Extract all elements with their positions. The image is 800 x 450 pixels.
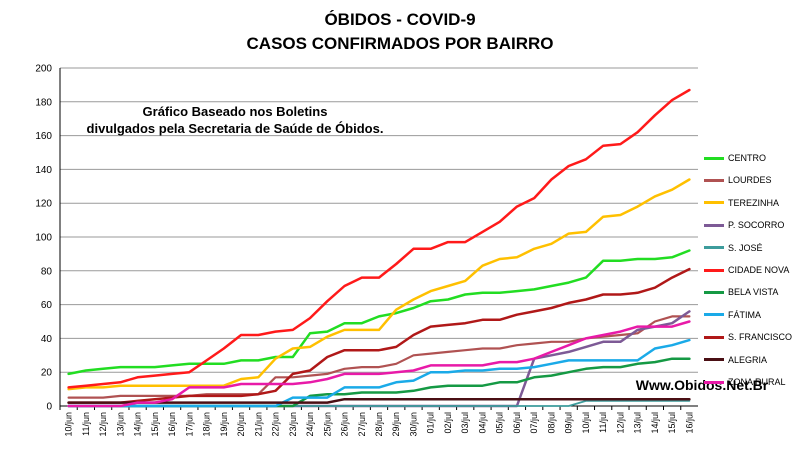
legend-item: FÁTIMA xyxy=(704,309,761,321)
legend-label: P. SOCORRO xyxy=(728,220,785,231)
x-tick-label: 02/jul xyxy=(443,412,453,434)
legend-swatch xyxy=(704,246,724,250)
legend-item: ALEGRIA xyxy=(704,354,767,366)
y-tick-label: 20 xyxy=(41,368,53,379)
series-line-8 xyxy=(67,267,691,404)
x-tick-label: 05/jul xyxy=(495,412,505,434)
series-line-7 xyxy=(67,338,691,408)
x-tick-label: 21/jun xyxy=(253,412,263,437)
legend-swatch xyxy=(704,335,724,339)
y-tick-label: 140 xyxy=(35,165,52,176)
annotation-line-1: Gráfico Baseado nos Boletins xyxy=(142,104,328,119)
x-tick-label: 19/jun xyxy=(219,412,229,437)
x-tick-label: 11/jun xyxy=(81,412,91,436)
x-tick-label: 16/jun xyxy=(167,412,177,437)
x-tick-label: 07/jul xyxy=(529,412,539,434)
x-tick-label: 16/jul xyxy=(684,412,694,434)
x-tick-label: 04/jul xyxy=(477,412,487,434)
legend-item: ZONA RURAL xyxy=(704,376,786,388)
legend-item: S. FRANCISCO xyxy=(704,331,792,343)
legend-label: LOURDES xyxy=(728,175,772,186)
legend-label: CENTRO xyxy=(728,153,766,163)
y-tick-label: 100 xyxy=(35,233,52,244)
x-tick-label: 13/jun xyxy=(115,412,125,437)
y-tick-label: 60 xyxy=(41,300,53,311)
legend-swatch xyxy=(704,313,724,317)
x-tick-label: 09/jul xyxy=(564,412,574,434)
series-line-9 xyxy=(67,397,691,404)
x-tick-label: 26/jun xyxy=(340,412,350,437)
x-tick-label: 23/jun xyxy=(288,412,298,437)
y-tick-labels: 0 20 40 60 80 100 120 140 160 180 200 xyxy=(35,64,52,413)
x-tick-label: 03/jul xyxy=(460,412,470,434)
x-tick-label: 10/jun xyxy=(64,412,74,437)
x-tick-label: 10/jul xyxy=(581,412,591,434)
legend-label: S. JOSÉ xyxy=(728,242,763,253)
x-tick-label: 30/jun xyxy=(408,412,418,437)
legend-swatch xyxy=(704,201,724,205)
x-tick-label: 14/jul xyxy=(650,412,660,434)
x-tick-label: 18/jun xyxy=(202,412,212,437)
series-line-2 xyxy=(67,178,691,391)
legend-item: CIDADE NOVA xyxy=(704,264,789,276)
x-tick-label: 01/jul xyxy=(426,412,436,434)
legend-swatch xyxy=(704,178,724,182)
y-tick-label: 160 xyxy=(35,131,52,142)
series-line-5 xyxy=(67,88,691,389)
legend-item: BELA VISTA xyxy=(704,286,778,298)
legend-label: BELA VISTA xyxy=(728,287,779,298)
legend-label: FÁTIMA xyxy=(728,309,761,320)
x-tick-label: 15/jun xyxy=(150,412,160,437)
x-tick-label: 17/jun xyxy=(184,412,194,437)
x-tick-label: 24/jun xyxy=(305,412,315,437)
x-tick-label: 28/jun xyxy=(374,412,384,437)
x-tick-label: 25/jun xyxy=(322,412,332,437)
x-tick-label: 20/jun xyxy=(236,412,246,437)
y-tick-label: 40 xyxy=(41,334,53,345)
y-tick-label: 200 xyxy=(35,64,52,75)
legend-label: TEREZINHA xyxy=(728,197,780,208)
y-tick-label: 0 xyxy=(46,402,52,413)
x-tick-label: 15/jul xyxy=(667,412,677,434)
x-tick-label: 22/jun xyxy=(271,412,281,437)
legend-item: LOURDES xyxy=(704,174,772,186)
legend-label: ZONA RURAL xyxy=(728,377,786,387)
legend-label: S. FRANCISCO xyxy=(728,332,793,343)
legend-swatch xyxy=(704,290,724,294)
y-tick-label: 80 xyxy=(41,266,53,277)
legend-item: P. SOCORRO xyxy=(704,219,784,231)
legend-label: CIDADE NOVA xyxy=(728,265,790,275)
series-line-10 xyxy=(67,320,691,408)
x-tick-label: 29/jun xyxy=(391,412,401,437)
y-tick-label: 180 xyxy=(35,97,52,108)
x-tick-label: 11/jul xyxy=(598,412,608,433)
legend-label: ALEGRIA xyxy=(728,354,768,365)
x-tick-label: 13/jul xyxy=(633,412,643,434)
legend-swatch xyxy=(704,358,724,362)
legend-swatch xyxy=(704,380,724,384)
annotation-line-2: divulgados pela Secretaria de Saúde de Ó… xyxy=(86,121,384,136)
legend-swatch xyxy=(704,156,724,160)
legend-item: TEREZINHA xyxy=(704,197,779,209)
legend-swatch xyxy=(704,268,724,272)
y-tick-label: 120 xyxy=(35,199,52,210)
gridlines xyxy=(60,67,698,407)
x-tick-label: 08/jul xyxy=(546,412,556,434)
x-tick-label: 12/jul xyxy=(615,412,625,434)
chart-subtitle: CASOS CONFIRMADOS POR BAIRRO xyxy=(246,34,554,53)
x-tick-label: 06/jul xyxy=(512,412,522,434)
x-tick-label: 14/jun xyxy=(133,412,143,437)
legend-swatch xyxy=(704,223,724,227)
series-lines xyxy=(67,88,691,408)
legend-item: CENTRO xyxy=(704,152,766,164)
website-label: Www.Obidos.Net.Br xyxy=(635,377,769,393)
series-line-0 xyxy=(67,249,691,376)
x-tick-label: 27/jun xyxy=(357,412,367,437)
chart-title: ÓBIDOS - COVID-9 xyxy=(324,10,476,29)
x-tick-label: 12/jun xyxy=(98,412,108,437)
legend-item: S. JOSÉ xyxy=(704,242,763,254)
x-tick-labels: 10/jun 11/jun 12/jun 13/jun 14/jun 15/jun 16/j… xyxy=(64,412,695,437)
